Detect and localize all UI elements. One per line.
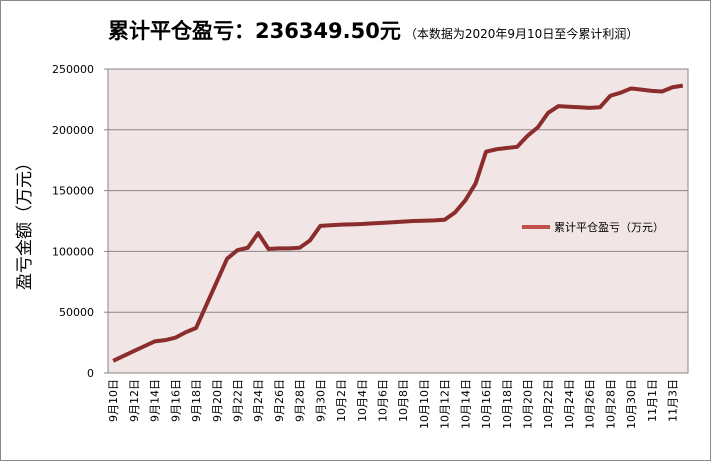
- x-tick-label: 10月20日: [521, 379, 534, 429]
- x-tick-label: 10月12日: [439, 379, 452, 429]
- y-tick-label: 50000: [59, 306, 94, 319]
- x-tick-label: 11月3日: [666, 379, 679, 422]
- y-tick-label: 200000: [52, 124, 94, 137]
- x-tick-label: 10月6日: [376, 379, 389, 422]
- x-tick-label: 9月30日: [314, 379, 327, 422]
- x-tick-label: 10月28日: [604, 379, 617, 429]
- y-axis-label: 盈亏金额（万元）: [15, 154, 35, 290]
- x-tick-label: 9月22日: [231, 379, 244, 422]
- chart-subtitle: （本数据为2020年9月10日至今累计利润）: [405, 26, 638, 41]
- x-tick-label: 9月14日: [149, 379, 162, 422]
- x-tick-label: 9月24日: [252, 379, 265, 422]
- x-tick-label: 10月2日: [335, 379, 348, 422]
- x-tick-label: 10月10日: [418, 379, 431, 429]
- x-tick-label: 10月22日: [542, 379, 555, 429]
- y-tick-label: 100000: [52, 245, 94, 258]
- y-tick-label: 250000: [52, 63, 94, 76]
- x-tick-label: 9月10日: [107, 379, 120, 422]
- line: [112, 83, 684, 363]
- x-tick-label: 10月26日: [584, 379, 597, 429]
- x-tick-label: 10月16日: [480, 379, 493, 429]
- y-tick-label: 0: [87, 367, 94, 380]
- x-tick-label: 10月30日: [625, 379, 638, 429]
- x-tick-label: 9月20日: [211, 379, 224, 422]
- x-tick-label: 10月8日: [397, 379, 410, 422]
- legend-label: 累计平仓盈亏（万元）: [554, 220, 664, 234]
- x-tick-label: 11月1日: [646, 379, 659, 422]
- x-tick-label: 9月16日: [169, 379, 182, 422]
- x-tick-label: 10月4日: [356, 379, 369, 422]
- chart-title: 累计平仓盈亏：236349.50元: [108, 19, 401, 43]
- x-tick-label: 10月24日: [563, 379, 576, 429]
- y-tick-label: 150000: [52, 185, 94, 198]
- x-tick-label: 9月28日: [294, 379, 307, 422]
- x-tick-label: 9月18日: [190, 379, 203, 422]
- x-tick-label: 10月18日: [501, 379, 514, 429]
- x-tick-label: 9月12日: [128, 379, 141, 422]
- x-tick-label: 10月14日: [459, 379, 472, 429]
- x-tick-label: 9月26日: [273, 379, 286, 422]
